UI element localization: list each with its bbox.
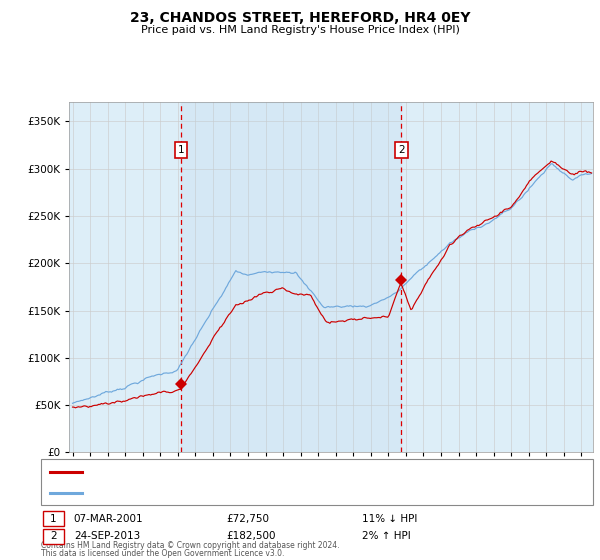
Text: 2: 2 bbox=[50, 531, 57, 542]
Text: 07-MAR-2001: 07-MAR-2001 bbox=[74, 514, 143, 524]
Text: This data is licensed under the Open Government Licence v3.0.: This data is licensed under the Open Gov… bbox=[41, 549, 284, 558]
Text: £72,750: £72,750 bbox=[227, 514, 270, 524]
Text: HPI: Average price, semi-detached house, Herefordshire: HPI: Average price, semi-detached house,… bbox=[86, 488, 360, 498]
Text: Price paid vs. HM Land Registry's House Price Index (HPI): Price paid vs. HM Land Registry's House … bbox=[140, 25, 460, 35]
Text: 1: 1 bbox=[50, 514, 57, 524]
Text: Contains HM Land Registry data © Crown copyright and database right 2024.: Contains HM Land Registry data © Crown c… bbox=[41, 541, 340, 550]
Bar bbox=[181, 102, 401, 452]
Text: 11% ↓ HPI: 11% ↓ HPI bbox=[362, 514, 417, 524]
Text: £182,500: £182,500 bbox=[227, 531, 277, 542]
Text: 24-SEP-2013: 24-SEP-2013 bbox=[74, 531, 140, 542]
Text: 23, CHANDOS STREET, HEREFORD, HR4 0EY: 23, CHANDOS STREET, HEREFORD, HR4 0EY bbox=[130, 11, 470, 25]
Text: 1: 1 bbox=[178, 144, 184, 155]
Text: 2% ↑ HPI: 2% ↑ HPI bbox=[362, 531, 410, 542]
Text: 2: 2 bbox=[398, 144, 404, 155]
Text: 23, CHANDOS STREET, HEREFORD, HR4 0EY (semi-detached house): 23, CHANDOS STREET, HEREFORD, HR4 0EY (s… bbox=[86, 466, 418, 477]
